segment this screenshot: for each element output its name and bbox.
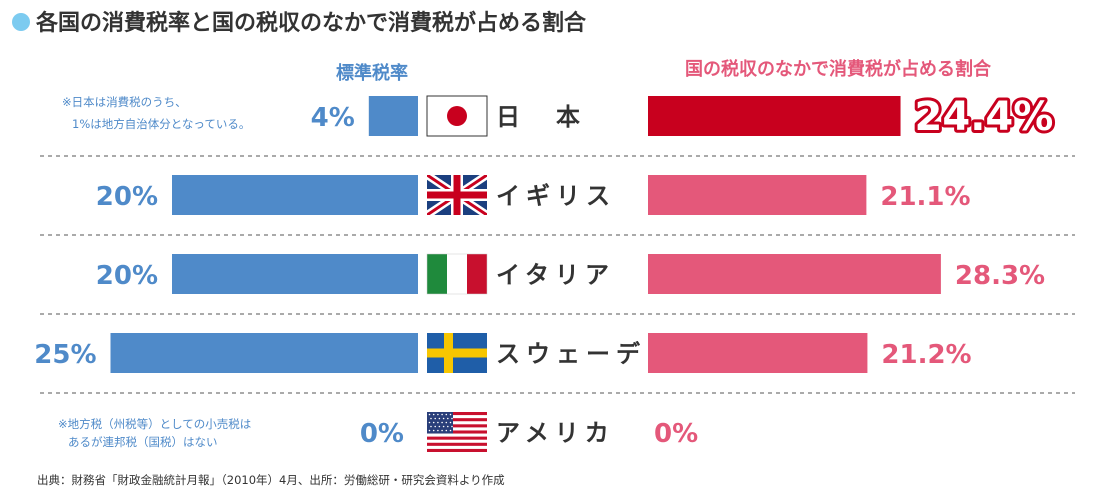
revenue-share-bar-japan [648, 96, 901, 136]
standard-rate-label-japan: 4% [311, 103, 355, 133]
source-note: 出典：財務省「財政金融統計月報」（2010年）4月、出所：労働総研・研究会資料よ… [37, 473, 505, 487]
country-label-italy: イタリア [496, 261, 615, 289]
revenue-share-label-uk: 21.1% [880, 182, 970, 212]
note-usa-line2: あるが連邦税（国税）はない [68, 435, 218, 449]
header-share-of-revenue: 国の税収のなかで消費税が占める割合 [685, 58, 992, 80]
revenue-share-label-japan: 24.4% [915, 94, 1054, 140]
header-standard-rate: 標準税率 [336, 62, 408, 84]
note-japan-line2: 1%は地方自治体分となっている。 [72, 117, 250, 131]
note-japan-line1: ※日本は消費税のうち、 [62, 95, 187, 109]
country-label-japan: 日 本 [496, 103, 586, 131]
note-usa-line1: ※地方税（州税等）としての小売税は [58, 417, 251, 431]
country-label-usa: アメリカ [496, 419, 615, 447]
country-label-sweden: スウェーデン [496, 340, 676, 368]
standard-rate-label-usa: 0% [360, 419, 404, 449]
standard-rate-bar-sweden [110, 333, 418, 373]
revenue-share-label-sweden: 21.2% [881, 340, 971, 370]
italy-flag-icon [426, 253, 488, 295]
country-label-uk: イギリス [496, 182, 616, 210]
sweden-flag-icon [427, 333, 487, 373]
chart-title: 各国の消費税率と国の税収のなかで消費税が占める割合 [35, 10, 587, 36]
revenue-share-bar-uk [648, 175, 867, 215]
revenue-share-label-usa: 0% [654, 419, 698, 449]
revenue-share-bar-sweden [648, 333, 868, 373]
standard-rate-bar-japan [368, 96, 418, 136]
japan-flag-icon [426, 95, 488, 137]
standard-rate-label-sweden: 25% [34, 340, 96, 370]
revenue-share-label-italy: 28.3% [955, 261, 1045, 291]
title-bullet-icon [12, 13, 30, 31]
standard-rate-bar-italy [172, 254, 418, 294]
revenue-share-bar-italy [648, 254, 941, 294]
standard-rate-bar-uk [172, 175, 418, 215]
standard-rate-label-uk: 20% [96, 182, 158, 212]
uk-flag-icon [427, 175, 487, 215]
usa-flag-icon [427, 412, 487, 452]
standard-rate-label-italy: 20% [96, 261, 158, 291]
